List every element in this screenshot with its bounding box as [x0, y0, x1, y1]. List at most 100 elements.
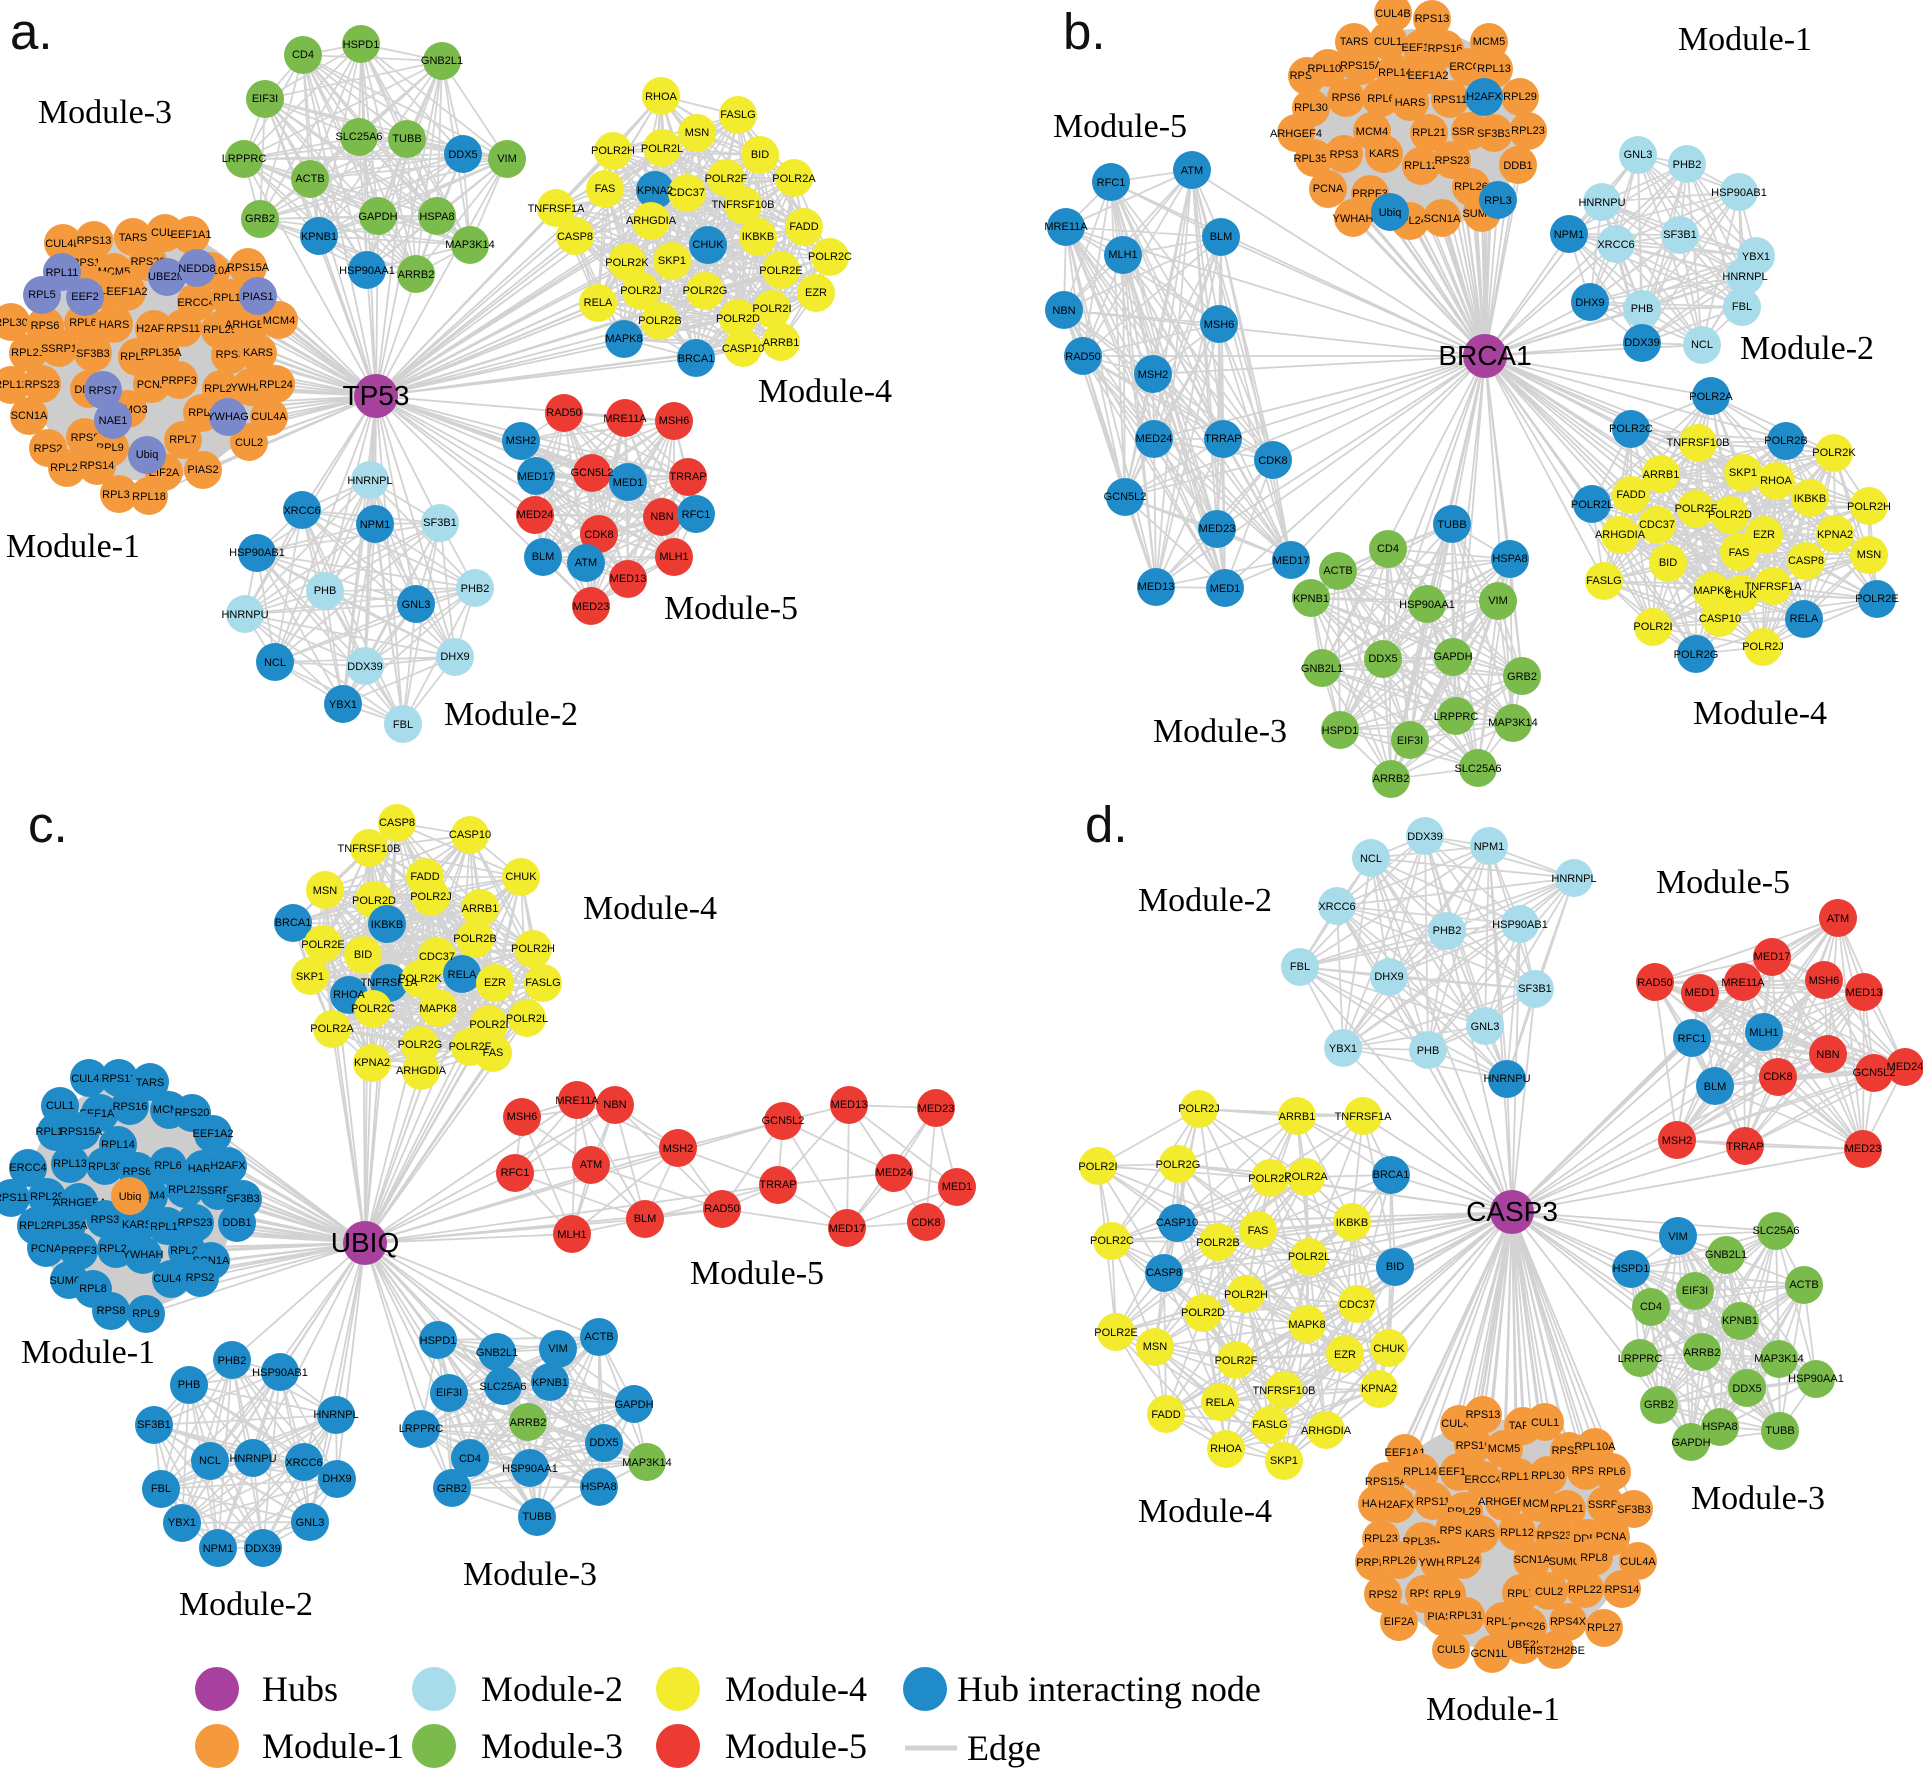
svg-text:Ubiq: Ubiq [1379, 207, 1402, 219]
svg-text:MED1: MED1 [1210, 583, 1241, 595]
svg-text:Module-1: Module-1 [6, 528, 140, 565]
svg-text:POLR2E: POLR2E [1094, 1327, 1137, 1339]
svg-text:SF3B1: SF3B1 [137, 1419, 171, 1431]
svg-text:GNL3: GNL3 [1471, 1021, 1500, 1033]
svg-text:c.: c. [28, 796, 68, 853]
svg-text:SLC25A6: SLC25A6 [1454, 763, 1501, 775]
svg-text:POLR2H: POLR2H [1847, 501, 1891, 513]
svg-text:Module-1: Module-1 [1678, 21, 1812, 58]
svg-text:RPL23: RPL23 [1364, 1533, 1398, 1545]
svg-text:RHOA: RHOA [645, 91, 677, 103]
svg-text:ARRB2: ARRB2 [1684, 1347, 1721, 1359]
svg-text:LRPPRC: LRPPRC [1618, 1353, 1663, 1365]
svg-text:ATM: ATM [580, 1159, 602, 1171]
svg-text:MCM5: MCM5 [1473, 36, 1505, 48]
svg-text:PHB: PHB [314, 585, 337, 597]
svg-text:FAS: FAS [483, 1047, 504, 1059]
svg-text:LRPPRC: LRPPRC [399, 1423, 444, 1435]
svg-text:RFC1: RFC1 [682, 509, 711, 521]
svg-text:ACTB: ACTB [295, 173, 324, 185]
svg-text:YBX1: YBX1 [1329, 1043, 1357, 1055]
svg-text:POLR2I: POLR2I [469, 1019, 508, 1031]
svg-text:POLR2B: POLR2B [1764, 435, 1807, 447]
svg-text:TUBB: TUBB [1765, 1425, 1794, 1437]
svg-text:SF3B3: SF3B3 [226, 1193, 260, 1205]
svg-text:EZR: EZR [484, 977, 506, 989]
svg-text:TRRAP: TRRAP [1204, 433, 1241, 445]
svg-text:RPL6: RPL6 [154, 1160, 182, 1172]
svg-text:PCNA: PCNA [1313, 183, 1344, 195]
svg-text:GCN1L1: GCN1L1 [1471, 1648, 1514, 1660]
svg-text:POLR2I: POLR2I [1633, 621, 1672, 633]
svg-text:Module-4: Module-4 [758, 373, 892, 410]
svg-text:KPNA2: KPNA2 [1817, 529, 1853, 541]
svg-text:POLR2L: POLR2L [1571, 499, 1613, 511]
svg-text:RELA: RELA [448, 969, 477, 981]
svg-text:RPL7: RPL7 [1507, 1588, 1535, 1600]
svg-text:POLR2J: POLR2J [1178, 1103, 1220, 1115]
svg-text:RPL12: RPL12 [1404, 160, 1438, 172]
svg-text:POLR2J: POLR2J [620, 285, 662, 297]
svg-text:RPS16: RPS16 [1456, 1440, 1491, 1452]
svg-text:PCNA: PCNA [1596, 1531, 1627, 1543]
svg-text:POLR2F: POLR2F [705, 173, 748, 185]
svg-text:SCN1A: SCN1A [11, 410, 48, 422]
svg-text:CD4: CD4 [459, 1453, 481, 1465]
svg-text:BID: BID [354, 949, 372, 961]
svg-text:EEF1A2: EEF1A2 [193, 1128, 234, 1140]
svg-text:HSP90AB1: HSP90AB1 [252, 1367, 308, 1379]
svg-text:CUL4A: CUL4A [153, 1273, 189, 1285]
svg-text:TRRAP: TRRAP [759, 1179, 796, 1191]
svg-text:POLR2B: POLR2B [638, 315, 681, 327]
svg-text:LRPPRC: LRPPRC [222, 153, 267, 165]
svg-text:RPS15A: RPS15A [1340, 60, 1383, 72]
svg-text:GNL3: GNL3 [1624, 149, 1653, 161]
svg-text:Module-1: Module-1 [262, 1726, 404, 1766]
svg-text:GNB2L1: GNB2L1 [476, 1347, 518, 1359]
svg-text:RPS13: RPS13 [77, 235, 112, 247]
svg-text:SKP1: SKP1 [1729, 467, 1757, 479]
svg-text:MED17: MED17 [518, 471, 555, 483]
svg-text:HNRNPU: HNRNPU [1578, 197, 1625, 209]
svg-text:FADD: FADD [1616, 489, 1645, 501]
svg-text:POLR2J: POLR2J [1742, 641, 1784, 653]
svg-text:RPS11: RPS11 [0, 1192, 28, 1204]
svg-text:RPL31: RPL31 [1449, 1610, 1483, 1622]
svg-text:TNFRSF1A: TNFRSF1A [1335, 1111, 1393, 1123]
svg-text:GNB2L1: GNB2L1 [1301, 663, 1343, 675]
svg-text:CDC37: CDC37 [419, 951, 455, 963]
svg-text:TP53: TP53 [343, 380, 410, 411]
svg-text:HSPA8: HSPA8 [1702, 1421, 1737, 1433]
svg-text:ARRB1: ARRB1 [462, 903, 499, 915]
svg-text:SLC25A6: SLC25A6 [479, 1381, 526, 1393]
svg-text:BLM: BLM [532, 551, 555, 563]
svg-text:DDX39: DDX39 [1624, 337, 1659, 349]
svg-text:RAD50: RAD50 [1637, 977, 1672, 989]
svg-text:POLR2K: POLR2K [605, 257, 649, 269]
svg-text:RPS8: RPS8 [97, 1305, 126, 1317]
svg-text:Ubiq: Ubiq [119, 1191, 142, 1203]
svg-text:RPL30: RPL30 [1531, 1470, 1565, 1482]
svg-text:KPNA2: KPNA2 [1361, 1383, 1397, 1395]
svg-text:H2AFX: H2AFX [1378, 1499, 1414, 1511]
svg-text:CASP10: CASP10 [722, 343, 764, 355]
svg-text:MED23: MED23 [918, 1103, 955, 1115]
svg-text:NCL: NCL [1360, 853, 1382, 865]
svg-text:HNRNPL: HNRNPL [1551, 873, 1596, 885]
svg-text:CUL1: CUL1 [1374, 36, 1402, 48]
svg-text:RPL21: RPL21 [1550, 1503, 1584, 1515]
svg-text:FBL: FBL [151, 1483, 171, 1495]
svg-text:RPL3: RPL3 [1484, 195, 1512, 207]
svg-text:POLR2G: POLR2G [683, 285, 728, 297]
svg-text:RPL23: RPL23 [1511, 125, 1545, 137]
svg-text:MED24: MED24 [876, 1167, 913, 1179]
svg-text:MED23: MED23 [573, 601, 610, 613]
svg-text:ARHGEF4: ARHGEF4 [1270, 128, 1322, 140]
svg-text:DDX39: DDX39 [245, 1543, 280, 1555]
svg-text:ATM: ATM [1181, 165, 1203, 177]
svg-text:HNRNPU: HNRNPU [221, 609, 268, 621]
svg-text:CDK8: CDK8 [584, 529, 613, 541]
svg-text:MED23: MED23 [1199, 523, 1236, 535]
svg-text:NAE1: NAE1 [99, 415, 128, 427]
svg-text:CHUK: CHUK [1373, 1343, 1405, 1355]
